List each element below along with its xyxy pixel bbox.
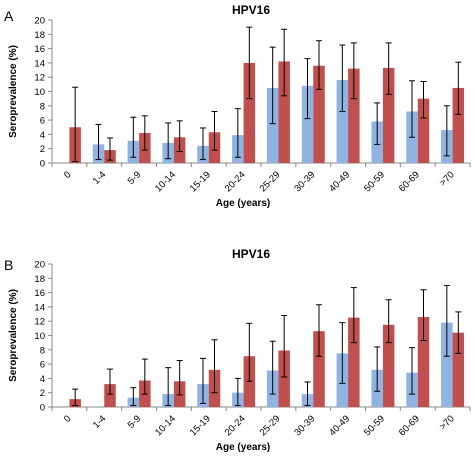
bar-series-1 (266, 87, 279, 163)
x-tick-label: >70 (438, 169, 457, 188)
x-tick-label: 15-19 (188, 413, 213, 438)
y-tick-label: 6 (40, 360, 45, 371)
x-tick-label: 40-49 (327, 169, 352, 194)
y-tick-label: 8 (40, 101, 45, 112)
chart-title: HPV16 (232, 247, 270, 261)
chart-title: HPV16 (232, 3, 270, 17)
bar-series-2 (243, 62, 256, 163)
bar-series-2 (348, 317, 360, 407)
bar-series-2 (382, 67, 395, 163)
y-axis-title: Seroprevalence (%) (8, 45, 19, 138)
x-tick-label: 1-4 (91, 413, 108, 430)
y-tick-label: 16 (34, 44, 45, 55)
y-tick-label: 10 (34, 87, 45, 98)
x-tick-label: 5-9 (126, 169, 143, 186)
bar-series-1 (336, 80, 349, 163)
y-tick-label: 4 (40, 130, 45, 141)
x-tick-label: 20-24 (223, 169, 248, 194)
y-tick-label: 2 (40, 388, 45, 399)
x-tick-label: 10-14 (153, 169, 178, 194)
x-tick-label: 15-19 (188, 169, 213, 194)
chart-panel-a: A HPV16 0 2 4 6 8 10 12 14 16 18 20 0 1-4 5-9 10-14 15-19… (4, 3, 471, 209)
x-tick-label: 5-9 (126, 413, 143, 430)
y-tick-label: 2 (40, 144, 45, 155)
y-tick-label: 6 (40, 116, 45, 127)
bar-series-2 (104, 384, 116, 407)
bar-series-1 (301, 85, 314, 163)
y-tick-label: 14 (34, 302, 45, 313)
bar-series-2 (452, 87, 465, 163)
bar-series-2 (278, 350, 290, 407)
y-tick-label: 14 (34, 58, 45, 69)
x-tick-label: 30-39 (292, 169, 317, 194)
x-tick-label: 25-29 (258, 169, 283, 194)
x-tick-label: 0 (62, 169, 74, 181)
bar-series-1 (441, 322, 453, 407)
y-tick-label: 16 (34, 288, 45, 299)
x-tick-label: 60-69 (397, 169, 422, 194)
x-tick-label: 10-14 (153, 413, 178, 438)
y-tick-label: 18 (34, 30, 45, 41)
y-tick-label: 0 (40, 403, 45, 414)
x-tick-label: >70 (438, 413, 457, 432)
y-tick-label: 0 (40, 159, 45, 170)
bar-series-2 (278, 61, 290, 163)
x-tick-label: 30-39 (292, 413, 317, 438)
chart-panel-b: B HPV16 0 2 4 6 8 10 12 14 16 18 20 0 1-4 5-9 10-14 15-19… (4, 247, 471, 453)
y-tick-label: 12 (34, 73, 45, 84)
bar-series-2 (313, 65, 325, 163)
y-tick-label: 12 (34, 317, 45, 328)
y-tick-label: 20 (34, 16, 45, 27)
x-tick-label: 20-24 (223, 413, 248, 438)
bar-series-2 (348, 68, 360, 163)
x-axis-title: Age (years) (216, 198, 270, 209)
y-tick-label: 18 (34, 274, 45, 285)
x-tick-label: 25-29 (258, 413, 283, 438)
x-tick-label: 40-49 (327, 413, 352, 438)
bar-series-2 (382, 324, 395, 407)
panel-letter: B (4, 257, 13, 273)
x-tick-label: 50-59 (362, 413, 387, 438)
x-tick-label: 0 (62, 413, 74, 425)
y-tick-label: 8 (40, 345, 45, 356)
panel-letter: A (4, 8, 14, 24)
x-tick-label: 1-4 (91, 169, 108, 186)
bar-series-2 (417, 316, 430, 407)
bar-series-2 (452, 332, 465, 407)
x-tick-label: 50-59 (362, 169, 387, 194)
bar-series-2 (313, 331, 325, 407)
x-axis-title: Age (years) (216, 442, 270, 453)
y-axis-title: Seroprevalence (%) (8, 289, 19, 382)
y-tick-label: 20 (34, 260, 45, 271)
y-tick-label: 4 (40, 374, 45, 385)
y-tick-label: 10 (34, 331, 45, 342)
x-tick-label: 60-69 (397, 413, 422, 438)
bar-series-2 (417, 98, 430, 163)
